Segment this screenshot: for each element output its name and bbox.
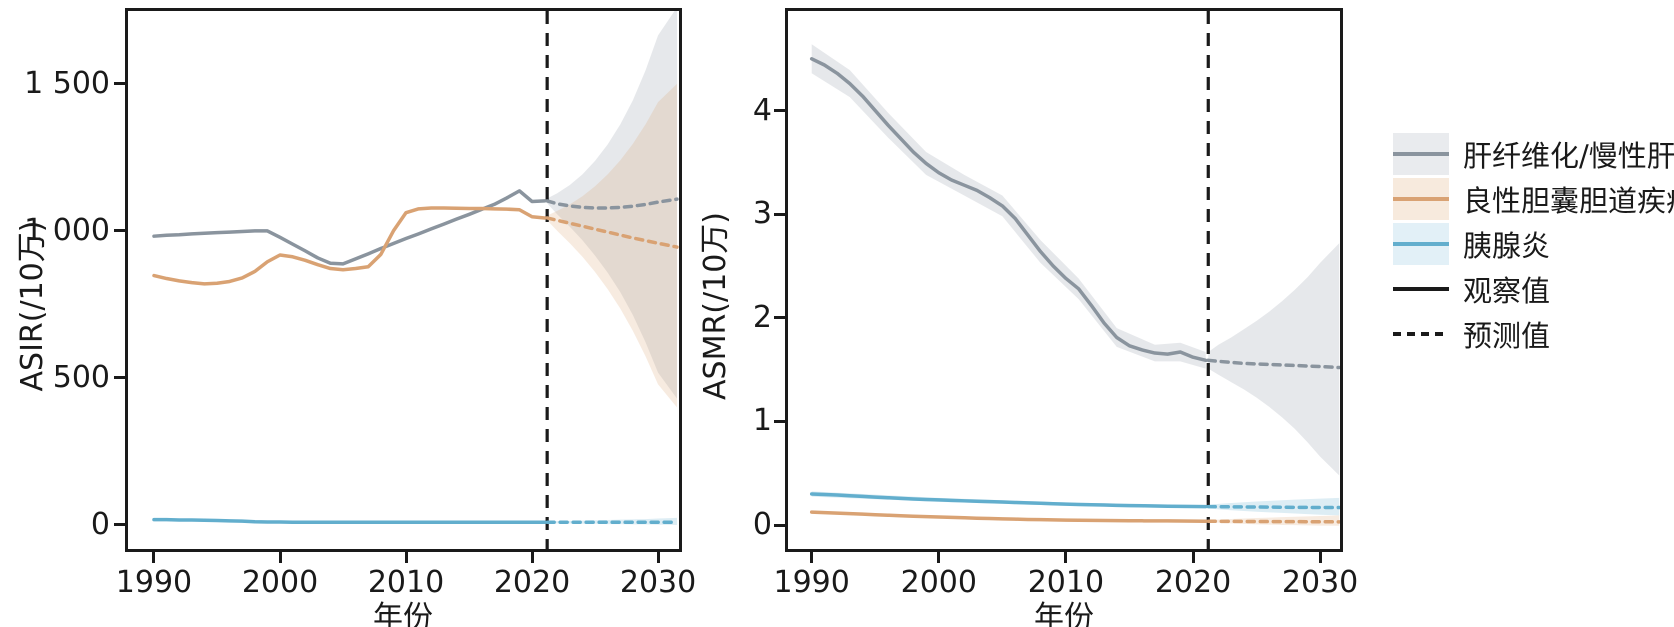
asir-x-tick — [278, 552, 282, 563]
liver-observed-line — [809, 57, 1208, 363]
pancreatitis-swatch-icon — [1393, 223, 1449, 265]
asmr-y-tick-label: 3 — [752, 196, 772, 232]
asir-x-tick — [152, 552, 156, 563]
legend-label: 胰腺炎 — [1463, 229, 1551, 263]
asir-y-tick-label: 0 — [90, 506, 110, 542]
legend-item-liver: 肝纤维化/慢性肝病 — [1393, 133, 1674, 175]
dashed-line-icon — [1393, 313, 1449, 355]
asir-y-tick-label: 500 — [52, 359, 110, 395]
asir-x-tick-label: 2000 — [241, 565, 319, 600]
asmr-y-tick-label: 4 — [752, 92, 772, 128]
gallbladder-predicted-line — [545, 216, 679, 249]
asmr-x-tick — [1318, 552, 1322, 563]
asir-y-tick-label: 1 500 — [24, 65, 110, 101]
asmr-y-tick-label: 1 — [752, 403, 772, 439]
asir-y-tick-label: 1 000 — [24, 212, 110, 248]
legend-label: 观察值 — [1463, 274, 1551, 308]
asmr-x-tick — [1064, 552, 1068, 563]
asmr-plot-area — [785, 8, 1343, 552]
pancreatitis-observed-line — [809, 492, 1208, 509]
gallbladder-predicted-line — [1206, 519, 1341, 524]
asir-x-tick — [656, 552, 660, 563]
asmr-y-tick — [774, 419, 785, 423]
asir-x-axis-title: 年份 — [373, 600, 433, 627]
gallbladder-swatch-icon — [1393, 178, 1449, 220]
asir-y-tick — [114, 523, 125, 527]
pancreatitis-observed-line — [152, 517, 547, 525]
gallbladder-observed-line — [152, 206, 547, 286]
asir-y-tick — [114, 82, 125, 86]
gallbladder-forecast-band — [547, 83, 677, 408]
asmr-y-tick — [774, 212, 785, 216]
asmr-y-tick-label: 2 — [752, 299, 772, 335]
asmr-x-tick-label: 2020 — [1154, 565, 1232, 600]
asir-y-tick — [114, 376, 125, 380]
legend-item-observed: 观察值 — [1393, 268, 1673, 310]
asmr-y-tick — [774, 316, 785, 320]
asmr-x-tick — [810, 552, 814, 563]
asmr-y-tick — [774, 523, 785, 527]
liver-predicted-line — [545, 197, 679, 210]
asir-y-tick — [114, 229, 125, 233]
asmr-x-tick-label: 2010 — [1027, 565, 1105, 600]
legend: 肝纤维化/慢性肝病 良性胆囊胆道疾病 胰腺炎 观察值 预测值 — [1393, 118, 1674, 358]
asmr-x-tick — [1191, 552, 1195, 563]
asmr-x-axis-title: 年份 — [1034, 600, 1094, 627]
legend-item-pancreatitis: 胰腺炎 — [1393, 223, 1673, 265]
asmr-panel-border — [785, 8, 1343, 552]
asir-x-tick-label: 2010 — [367, 565, 445, 600]
asir-x-tick-label: 1990 — [115, 565, 193, 600]
legend-item-predicted: 预测值 — [1393, 313, 1673, 355]
asir-panel-border — [125, 8, 682, 552]
legend-label: 预测值 — [1463, 319, 1551, 353]
legend-item-gallbladder: 良性胆囊胆道疾病 — [1393, 178, 1674, 220]
asmr-x-tick-label: 2030 — [1281, 565, 1359, 600]
gallbladder-observed-line — [809, 510, 1208, 523]
legend-label: 良性胆囊胆道疾病 — [1463, 184, 1674, 218]
asir-y-axis-title: ASIR(/10万) — [15, 220, 50, 392]
asmr-x-tick — [937, 552, 941, 563]
asir-x-tick-label: 2020 — [493, 565, 571, 600]
legend-label: 肝纤维化/慢性肝病 — [1463, 139, 1674, 173]
asmr-y-tick-label: 0 — [752, 507, 772, 543]
asmr-x-tick-label: 1990 — [773, 565, 850, 600]
liver-observed-line — [152, 189, 547, 266]
liver-predicted-line — [1206, 358, 1341, 370]
asir-plot-area — [125, 8, 682, 552]
pancreatitis-predicted-line — [1206, 504, 1341, 510]
liver-observed-band — [811, 44, 1206, 369]
solid-line-icon — [1393, 268, 1449, 310]
asir-x-tick — [404, 552, 408, 563]
asmr-x-tick-label: 2000 — [900, 565, 977, 600]
asir-x-tick — [530, 552, 534, 563]
liver-forecast-band — [547, 8, 677, 399]
liver-forecast-band — [1208, 243, 1340, 476]
liver-swatch-icon — [1393, 133, 1449, 175]
asir-x-tick-label: 2030 — [619, 565, 697, 600]
asmr-y-tick — [774, 109, 785, 113]
